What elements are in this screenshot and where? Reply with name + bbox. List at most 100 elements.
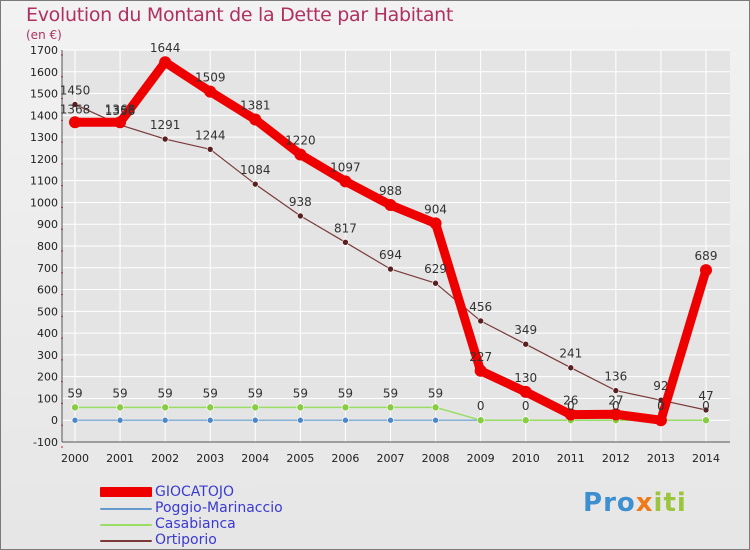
- data-point-giocatojo: [700, 264, 712, 277]
- data-point-poggio-marinaccio: [297, 416, 304, 424]
- data-point-casabianca: [116, 403, 124, 412]
- legend-label-casabianca: Casabianca: [155, 516, 236, 532]
- y-tick-label: 1000: [30, 196, 58, 209]
- chart-title: Evolution du Montant de la Dette par Hab…: [26, 4, 454, 26]
- data-label-giocatojo: 1509: [195, 71, 226, 85]
- data-point-poggio-marinaccio: [251, 416, 259, 424]
- x-tick-label: 2009: [467, 452, 495, 465]
- data-label-ortiporio: 1356: [105, 104, 136, 118]
- data-point-poggio-marinaccio: [116, 416, 124, 424]
- data-point-casabianca: [71, 403, 79, 412]
- data-label-giocatojo: 1381: [240, 98, 271, 112]
- x-tick-label: 2007: [377, 452, 405, 465]
- y-tick-label: 200: [37, 371, 58, 384]
- data-label-giocatojo: 27: [608, 393, 623, 407]
- y-tick-label: 300: [37, 349, 58, 362]
- y-tick-label: 1700: [30, 44, 58, 57]
- legend-swatch-ortiporio: [100, 540, 152, 542]
- data-point-giocatojo: [474, 364, 487, 377]
- x-tick-label: 2011: [557, 452, 585, 465]
- data-point-giocatojo: [249, 113, 262, 126]
- legend-label-poggio-marinaccio: Poggio-Marinaccio: [155, 500, 283, 516]
- x-tick-label: 2003: [196, 452, 224, 465]
- x-tick-label: 2000: [61, 452, 89, 465]
- data-label-casabianca: 0: [522, 399, 530, 413]
- data-point-giocatojo: [339, 175, 352, 188]
- y-tick-label: 800: [37, 240, 58, 253]
- y-tick-label: 900: [37, 218, 58, 231]
- y-tick-label: 100: [37, 392, 58, 405]
- data-point-ortiporio: [342, 238, 349, 246]
- data-point-casabianca: [702, 416, 710, 425]
- data-label-ortiporio: 456: [469, 300, 492, 314]
- data-label-casabianca: 59: [428, 386, 443, 400]
- legend-label-ortiporio: Ortiporio: [155, 532, 217, 548]
- y-tick-label: 1200: [30, 153, 58, 166]
- data-point-giocatojo: [384, 199, 397, 212]
- data-label-ortiporio: 136: [604, 370, 627, 384]
- data-point-poggio-marinaccio: [161, 416, 169, 424]
- data-label-casabianca: 59: [158, 386, 173, 400]
- x-tick-label: 2001: [106, 452, 134, 465]
- data-label-ortiporio: 1084: [240, 163, 271, 177]
- data-label-casabianca: 0: [657, 399, 665, 413]
- data-point-giocatojo: [519, 385, 532, 398]
- data-point-giocatojo: [564, 408, 577, 421]
- data-point-giocatojo: [159, 56, 172, 69]
- data-label-ortiporio: 694: [379, 248, 402, 262]
- legend-swatch-giocatojo: [100, 487, 152, 497]
- data-point-casabianca: [206, 403, 215, 412]
- data-point-casabianca: [296, 403, 305, 412]
- data-point-poggio-marinaccio: [342, 416, 349, 424]
- data-label-casabianca: 0: [612, 399, 620, 413]
- data-label-casabianca: 59: [338, 386, 353, 400]
- data-point-casabianca: [341, 403, 350, 412]
- data-point-casabianca: [431, 403, 440, 412]
- data-point-giocatojo: [429, 217, 442, 230]
- data-label-giocatojo: 0: [657, 399, 665, 413]
- data-point-ortiporio: [567, 364, 575, 372]
- data-point-ortiporio: [387, 265, 394, 273]
- y-tick-label: 1600: [30, 66, 58, 79]
- y-tick-label: 400: [37, 327, 58, 340]
- y-tick-label: 1300: [30, 131, 58, 144]
- data-point-ortiporio: [702, 406, 710, 414]
- data-label-giocatojo: 130: [514, 371, 537, 385]
- data-label-casabianca: 0: [702, 399, 710, 413]
- data-point-giocatojo: [204, 85, 217, 98]
- x-tick-label: 2008: [422, 452, 450, 465]
- x-tick-label: 2014: [692, 452, 720, 465]
- data-point-casabianca: [161, 403, 169, 412]
- y-tick-label: 1500: [30, 88, 58, 101]
- data-label-giocatojo: 904: [424, 202, 447, 216]
- data-label-ortiporio: 1244: [195, 128, 226, 142]
- legend-swatch-poggio-marinaccio: [100, 508, 152, 510]
- x-tick-label: 2012: [602, 452, 630, 465]
- data-label-giocatojo: 1368: [60, 102, 91, 116]
- data-label-ortiporio: 349: [514, 323, 537, 337]
- x-tick-label: 2004: [241, 452, 269, 465]
- data-label-ortiporio: 1291: [150, 118, 181, 132]
- data-point-poggio-marinaccio: [206, 416, 214, 424]
- data-point-ortiporio: [477, 317, 484, 325]
- legend-label-giocatojo: GIOCATOJO: [155, 484, 234, 500]
- x-tick-label: 2002: [151, 452, 179, 465]
- data-point-ortiporio: [251, 180, 259, 188]
- data-label-casabianca: 59: [248, 386, 263, 400]
- data-point-casabianca: [386, 403, 395, 412]
- data-label-giocatojo: 26: [563, 394, 578, 408]
- y-tick-label: 1100: [30, 175, 58, 188]
- data-point-casabianca: [521, 416, 530, 425]
- data-label-ortiporio: 629: [424, 262, 447, 276]
- legend-swatch-casabianca: [100, 524, 152, 526]
- data-label-giocatojo: 227: [469, 350, 492, 364]
- x-tick-label: 2006: [331, 452, 359, 465]
- x-tick-label: 2013: [647, 452, 675, 465]
- data-label-ortiporio: 92: [653, 379, 668, 393]
- y-tick-label: 600: [37, 284, 58, 297]
- data-point-poggio-marinaccio: [387, 416, 394, 424]
- y-tick-label: 1400: [30, 109, 58, 122]
- y-tick-label: 500: [37, 305, 58, 318]
- proxiti-logo: Proxiti: [583, 488, 687, 518]
